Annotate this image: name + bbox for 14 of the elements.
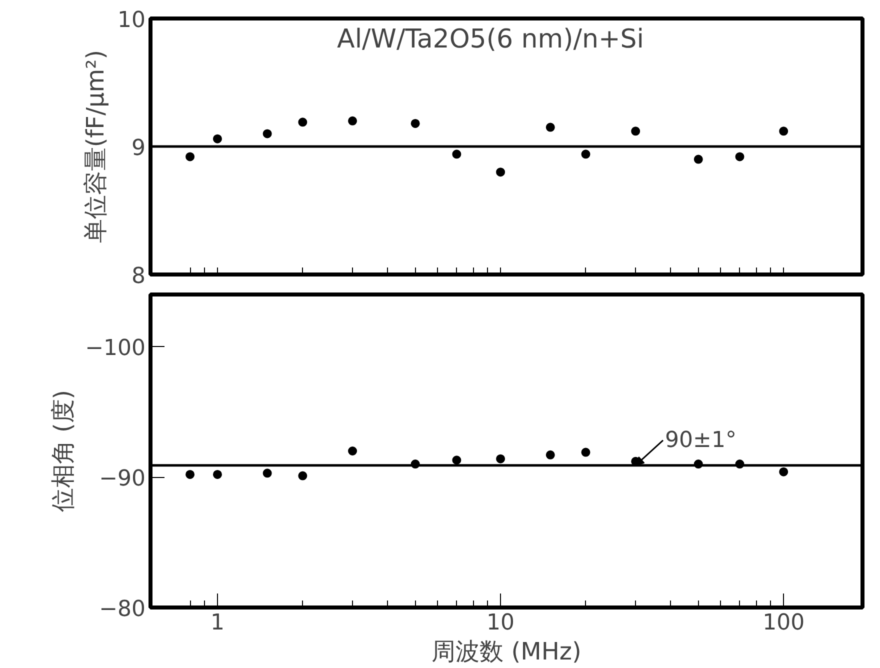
- y-tick-label: 8: [132, 264, 146, 289]
- y-axis-title: 位相角 (度): [49, 390, 78, 512]
- y-axis-title: 单位容量(fF/μm²): [82, 50, 110, 244]
- y-tick-label: −100: [85, 336, 146, 362]
- x-tick-label: 100: [762, 610, 805, 636]
- x-tick-label: 1: [210, 610, 224, 636]
- chart-title: Al/W/Ta2O5(6 nm)/n+Si: [337, 24, 644, 54]
- y-tick-label: 10: [118, 8, 146, 33]
- x-tick-label: 10: [486, 610, 515, 636]
- y-tick-label: −90: [99, 466, 146, 492]
- annotation: 90±1°: [665, 428, 736, 453]
- x-axis-title: 周波数 (MHz): [432, 638, 582, 666]
- y-tick-label: −80: [99, 597, 146, 622]
- y-tick-label: 9: [132, 136, 146, 161]
